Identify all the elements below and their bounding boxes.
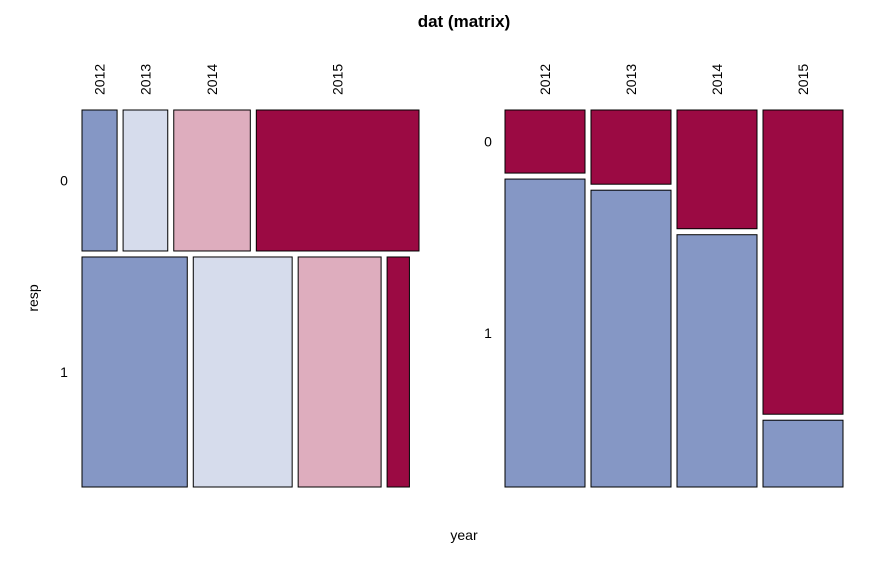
tile-left-resp1-2015 [386, 256, 410, 488]
tick-right-year-2012: 2012 [537, 64, 553, 95]
tick-right-resp-0: 0 [484, 134, 492, 150]
tile-left-resp1-2013 [192, 256, 293, 488]
tick-left-year-2014: 2014 [204, 64, 220, 95]
chart-title: dat (matrix) [418, 12, 511, 31]
tile-left-resp0-2015 [255, 109, 420, 252]
tile-right-2013-resp1 [590, 189, 672, 488]
tile-right-2015-resp0 [762, 109, 844, 415]
tick-left-year-2015: 2015 [330, 64, 346, 95]
right-panel: 2012 0 1 2013 2014 2015 [484, 64, 844, 488]
tick-right-resp-1: 1 [484, 325, 492, 341]
tile-right-2013-resp0 [590, 109, 672, 185]
tick-right-year-2013: 2013 [623, 64, 639, 95]
tile-left-resp0-2013 [122, 109, 169, 252]
tile-left-resp0-2012 [81, 109, 118, 252]
tick-left-resp-1: 1 [60, 364, 68, 380]
left-panel: 2012 2013 2014 2015 0 1 [60, 64, 420, 488]
tile-left-resp1-2014 [297, 256, 382, 488]
tile-left-resp0-2014 [173, 109, 251, 252]
tick-left-year-2013: 2013 [137, 64, 153, 95]
tile-right-2014-resp0 [676, 109, 758, 230]
tile-right-2012-resp0 [504, 109, 586, 174]
tick-right-year-2015: 2015 [795, 64, 811, 95]
tile-right-2014-resp1 [676, 234, 758, 488]
tile-left-resp1-2012 [81, 256, 188, 488]
x-axis-label: year [450, 527, 478, 543]
tile-right-2012-resp1 [504, 178, 586, 488]
tick-left-year-2012: 2012 [92, 64, 108, 95]
y-axis-label: resp [25, 284, 41, 311]
tile-right-2015-resp1 [762, 419, 844, 488]
tick-left-resp-0: 0 [60, 172, 68, 188]
tick-right-year-2014: 2014 [709, 64, 725, 95]
